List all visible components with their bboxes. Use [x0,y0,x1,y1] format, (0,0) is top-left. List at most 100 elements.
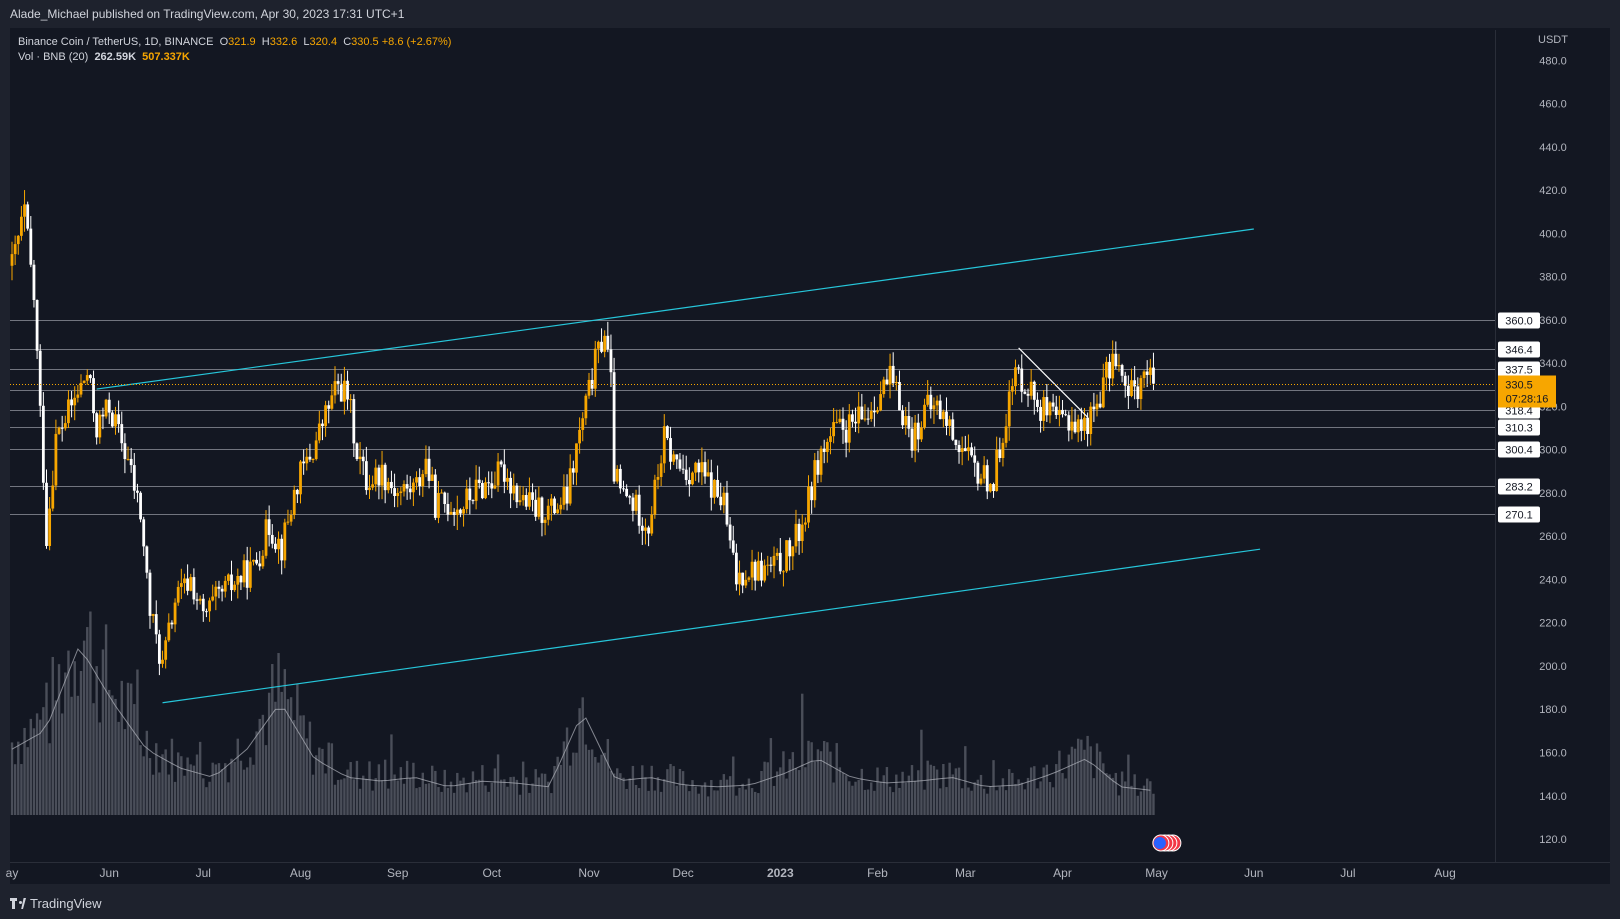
volume-bar [587,749,591,815]
candle-body [938,400,942,420]
candle-body [170,622,174,625]
y-tick-label: 460.0 [1539,99,1567,111]
level-badge [1498,506,1540,523]
volume-bar [60,713,64,815]
volume-bar [437,787,440,815]
volume-bar [245,767,249,815]
descending-line-trendline [1018,347,1089,418]
candle-body [813,460,817,501]
candle-body [593,348,597,389]
volume-bar [405,760,409,815]
volume-bar [82,640,86,815]
candle-body [728,524,732,541]
countdown-label: 07:28:16 [1506,394,1549,406]
candle-body [722,492,726,506]
level-label: 337.5 [1505,365,1533,377]
candle-body [67,399,70,424]
chart-panel[interactable] [10,28,1610,884]
candle-body [490,483,494,489]
candle-body [136,490,139,493]
low-label: L [303,36,310,48]
candle-body [725,492,729,525]
volume-bar [951,774,954,815]
candle-body [622,488,625,490]
volume-value: 262.59K [94,51,137,63]
volume-bar [402,783,406,815]
candle-body [970,447,973,456]
volume-bar [1145,778,1149,815]
candle-body [634,494,638,511]
candle-body [857,406,861,424]
tradingview-logo-icon [10,898,26,909]
candle-body [361,456,365,462]
volume-bar [189,764,192,815]
candle-body [973,455,977,463]
volume-bar [1130,785,1133,815]
candle-body [110,412,114,427]
volume-bar [64,672,67,815]
volume-bar [813,761,816,815]
candle-body [700,462,704,473]
candle-body [769,564,773,566]
volume-bar [559,764,562,815]
volume-bar [791,752,795,815]
volume-bar [1014,784,1017,815]
candle-body [625,488,629,497]
level-label: 346.4 [1505,345,1533,357]
candle-body [957,445,961,453]
candle-body [308,456,312,460]
candle-body [916,422,920,440]
volume-bar [1127,754,1130,815]
candle-body [242,560,246,583]
candle-body [252,559,255,562]
volume-bar [39,719,42,815]
volume-bar [318,747,321,815]
level-badge [1498,361,1540,378]
candle-body [76,394,80,398]
volume-bar [565,727,569,815]
volume-bar [716,790,719,815]
volume-bar [252,764,255,815]
candle-body [976,462,980,484]
candle-body [248,561,252,588]
candle-body [954,439,958,446]
candle-body [515,485,519,503]
volume-bar [108,689,111,815]
volume-bar [92,703,95,815]
volume-row: Vol · BNB (20) 262.59K 507.337K [18,50,451,65]
candle-body [195,599,199,601]
candle-body [665,426,669,439]
volume-bar [264,745,268,815]
volume-bar [283,669,287,815]
volume-bar [1133,774,1136,815]
volume-bar [214,764,218,815]
candle-body [23,204,26,217]
volume-bar [1036,788,1039,815]
x-tick-label: Jun [1244,866,1263,880]
candle-body [1142,371,1146,379]
volume-bar [1117,795,1121,815]
candle-body [841,418,845,430]
volume-bar [271,664,274,815]
candle-body [437,492,440,518]
volume-bar [336,779,340,815]
candle-body [706,472,710,477]
candle-body [832,422,836,437]
volume-bar [305,738,308,815]
candle-body [509,477,513,494]
candle-body [167,622,171,641]
volume-bar [161,754,164,815]
tradingview-logo[interactable]: TradingView [10,896,102,911]
candle-body [60,427,64,429]
volume-bar [935,769,939,815]
candle-body [932,405,936,410]
candle-body [270,534,274,544]
candle-body [411,482,415,493]
candle-body [528,492,531,507]
volume-bar [123,729,127,815]
candle-body [935,400,939,406]
candle-body [355,443,359,460]
volume-bar [992,760,995,815]
volume-bar [54,700,58,815]
